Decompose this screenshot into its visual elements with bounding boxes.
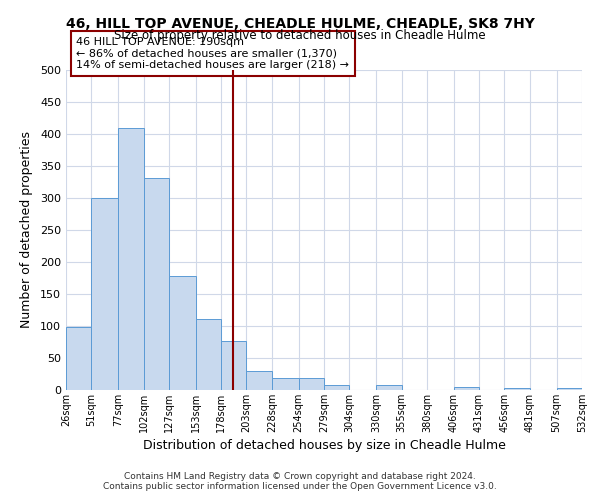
- Text: Contains HM Land Registry data © Crown copyright and database right 2024.: Contains HM Land Registry data © Crown c…: [124, 472, 476, 481]
- Bar: [91, 198, 118, 390]
- Bar: [221, 342, 247, 390]
- Text: Contains public sector information licensed under the Open Government Licence v3: Contains public sector information licen…: [103, 482, 497, 491]
- Bar: [247, 372, 272, 390]
- Bar: [118, 128, 143, 390]
- Text: 46 HILL TOP AVENUE: 190sqm
← 86% of detached houses are smaller (1,370)
14% of s: 46 HILL TOP AVENUE: 190sqm ← 86% of deta…: [76, 37, 349, 70]
- Bar: [272, 378, 299, 390]
- Bar: [376, 385, 401, 390]
- Bar: [143, 178, 169, 390]
- Bar: [557, 388, 582, 390]
- Bar: [505, 388, 530, 390]
- Bar: [324, 385, 349, 390]
- Bar: [196, 319, 221, 390]
- X-axis label: Distribution of detached houses by size in Cheadle Hulme: Distribution of detached houses by size …: [143, 439, 505, 452]
- Text: 46, HILL TOP AVENUE, CHEADLE HULME, CHEADLE, SK8 7HY: 46, HILL TOP AVENUE, CHEADLE HULME, CHEA…: [65, 18, 535, 32]
- Bar: [454, 387, 479, 390]
- Y-axis label: Number of detached properties: Number of detached properties: [20, 132, 33, 328]
- Bar: [299, 378, 324, 390]
- Text: Size of property relative to detached houses in Cheadle Hulme: Size of property relative to detached ho…: [114, 28, 486, 42]
- Bar: [169, 276, 196, 390]
- Bar: [66, 326, 91, 390]
